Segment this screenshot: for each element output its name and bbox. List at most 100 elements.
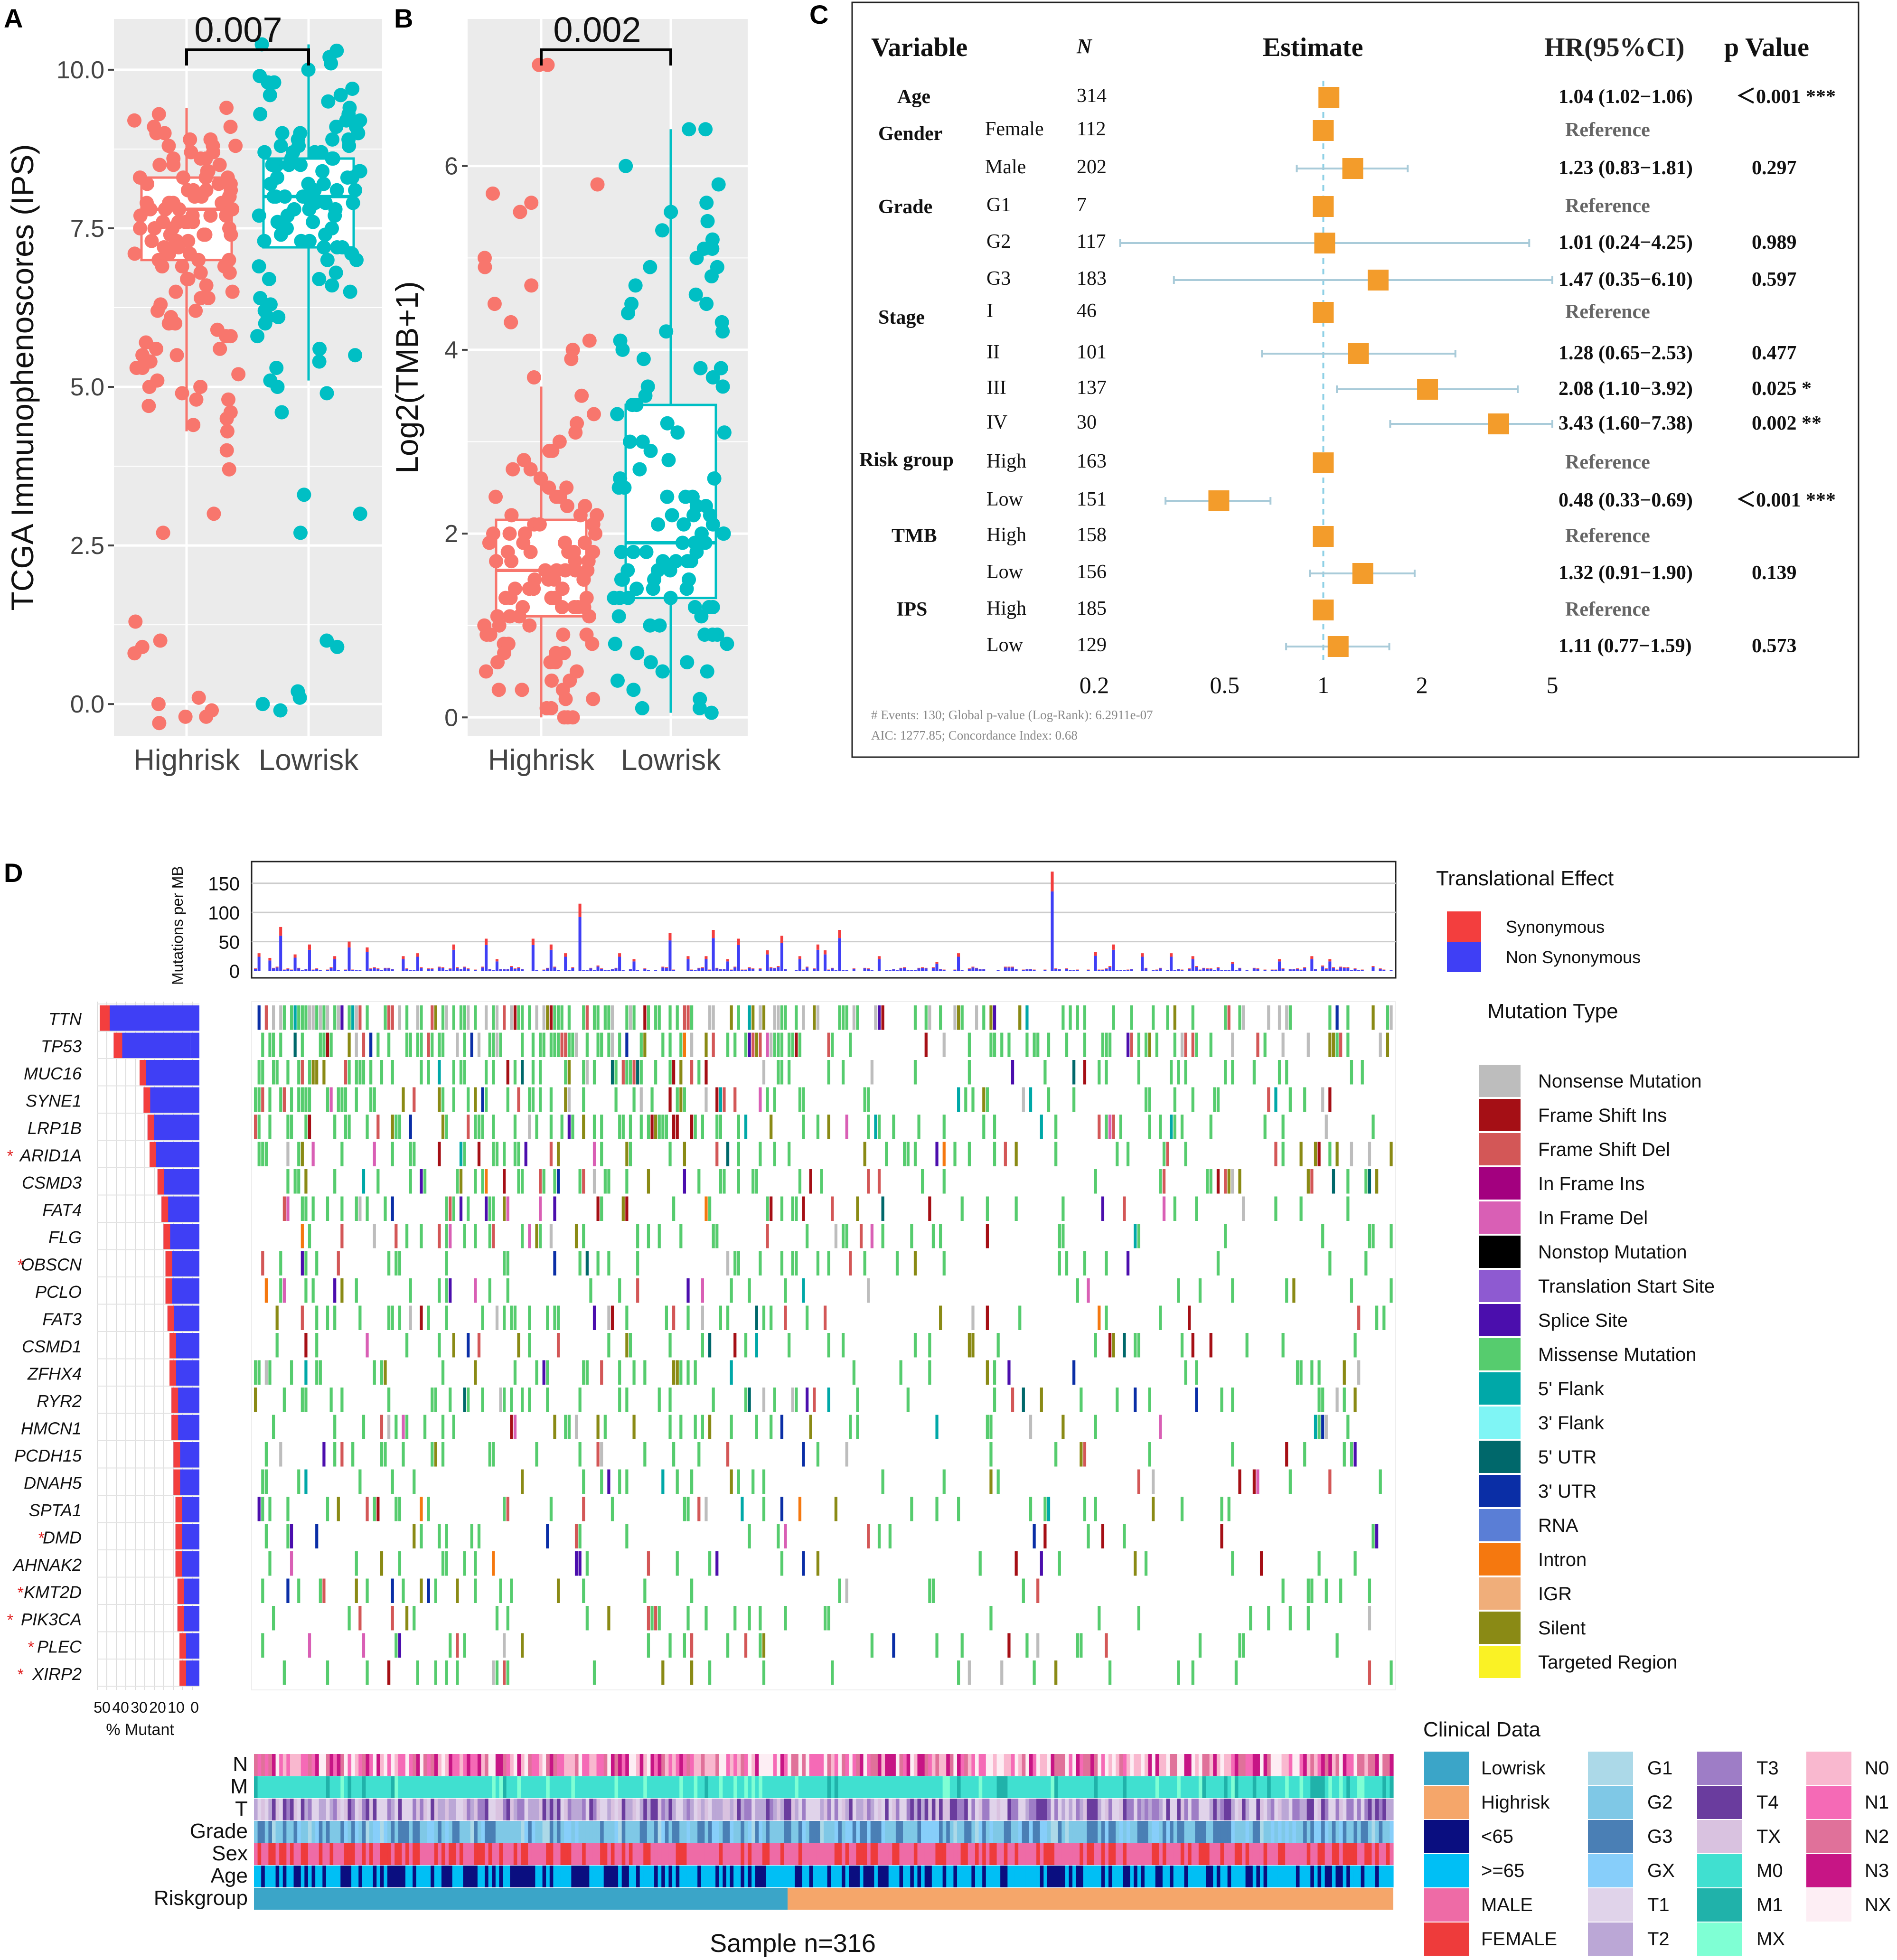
b-point (607, 591, 621, 605)
pct-bar-syn (177, 1606, 184, 1632)
oncoplot-mutation-cell (347, 1005, 351, 1030)
clinical-cell (427, 1754, 431, 1776)
oncoplot-mutation-cell (290, 1005, 293, 1030)
clinical-cell (1281, 1754, 1286, 1776)
oncoplot-mutation-cell (1324, 1415, 1328, 1439)
a-ytick-label: 5.0 (70, 374, 104, 401)
clinical-cell (1324, 1799, 1329, 1820)
panel-b-significance-bracket (540, 48, 672, 66)
clinical-cell (1094, 1821, 1098, 1843)
clinical-cell (503, 1821, 507, 1843)
tmb-bar-nonsyn (777, 967, 780, 971)
tmb-bar-syn (780, 936, 783, 943)
clinical-cell (636, 1799, 640, 1820)
oncoplot-mutation-cell (676, 1551, 679, 1576)
tmb-bar-nonsyn (798, 959, 801, 971)
oncoplot-mutation-cell (1134, 1551, 1137, 1576)
tmb-bar-nonsyn (1343, 968, 1346, 971)
clinical-cell (1130, 1821, 1134, 1843)
clinical-cell (629, 1866, 633, 1887)
clinical-cell (1332, 1776, 1336, 1798)
clinical-cell (1152, 1821, 1156, 1843)
oncoplot-mutation-cell (1177, 1278, 1180, 1303)
clinical-cell (409, 1843, 413, 1865)
oncoplot-mutation-cell (856, 1415, 859, 1439)
tmb-bar-nonsyn (384, 968, 387, 971)
clinical-cell (668, 1754, 673, 1776)
oncoplot-mutation-cell (1014, 1196, 1018, 1221)
clinical-cell (813, 1799, 817, 1820)
clinical-cell (384, 1866, 388, 1887)
oncoplot-mutation-cell (744, 1333, 748, 1358)
pct-bar-syn (177, 1578, 184, 1604)
oncoplot-mutation-cell (1126, 1251, 1130, 1275)
tmb-bar-syn (1141, 953, 1144, 957)
b-point (715, 379, 730, 394)
a-point (325, 132, 340, 147)
clinical-cell (297, 1776, 301, 1798)
pct-bar-edge (193, 1087, 199, 1113)
clinical-cell (982, 1754, 986, 1776)
clinical-cell (319, 1843, 323, 1865)
clinical-cell (275, 1843, 280, 1865)
clinical-cell (632, 1799, 637, 1820)
clinical-cell (697, 1776, 702, 1798)
clinical-cell (657, 1843, 662, 1865)
oncoplot-mutation-cell (1357, 1305, 1361, 1330)
clinical-cell (416, 1843, 420, 1865)
b-point (698, 535, 713, 550)
oncoplot-mutation-cell (434, 1388, 437, 1412)
tmb-bar-nonsyn (503, 969, 506, 971)
clinical-cell (1184, 1866, 1188, 1887)
tmb-bar-nonsyn (420, 968, 423, 971)
legend-clinical-swatch (1806, 1854, 1851, 1887)
a-point (152, 158, 167, 172)
b-point (686, 508, 701, 523)
clinical-cell (931, 1754, 936, 1776)
oncoplot-mutation-cell (928, 1360, 931, 1385)
tmb-bar-syn (1209, 968, 1212, 969)
clinical-cell (596, 1799, 601, 1820)
a-point (198, 227, 213, 242)
clinical-cell (528, 1754, 532, 1776)
clinical-cell (827, 1866, 831, 1887)
clinical-cell (975, 1843, 979, 1865)
b-point (643, 655, 658, 670)
clinical-cell (1137, 1754, 1141, 1776)
clinical-cell (697, 1754, 702, 1776)
oncoplot-mutation-cell (492, 1196, 495, 1221)
tmb-bar-syn (578, 903, 582, 917)
oncoplot-mutation-cell (326, 1087, 329, 1112)
forest-p-value: 0.002 ** (1752, 413, 1822, 434)
oncoplot-mutation-cell (340, 1442, 344, 1467)
oncoplot-mutation-cell (629, 1142, 632, 1166)
clinical-cell (488, 1843, 492, 1865)
clinical-cell (798, 1843, 803, 1865)
tmb-bar-nonsyn (1314, 969, 1317, 971)
oncoplot-mutation-cell (1368, 1578, 1371, 1603)
clinical-cell (1209, 1754, 1213, 1776)
oncoplot-mutation-cell (733, 1606, 737, 1631)
clinical-cell (301, 1866, 305, 1887)
clinical-cell (610, 1821, 615, 1843)
clinical-cell (495, 1843, 500, 1865)
a-point (312, 341, 327, 356)
gene-label: SPTA1 (29, 1500, 82, 1520)
clinical-cell (1324, 1754, 1329, 1776)
clinical-cell (748, 1821, 752, 1843)
clinical-cell (1364, 1866, 1369, 1887)
oncoplot-mutation-cell (503, 1497, 506, 1521)
oncoplot-mutation-cell (264, 1442, 268, 1467)
tmb-bar-nonsyn (1126, 970, 1130, 971)
clinical-cell (773, 1799, 777, 1820)
oncoplot-mutation-cell (867, 1115, 870, 1139)
clinical-cell (877, 1799, 882, 1820)
tmb-bar-nonsyn (549, 949, 553, 971)
clinical-cell (903, 1843, 907, 1865)
oncoplot-mutation-cell (528, 1305, 531, 1330)
clinical-cell (1112, 1754, 1116, 1776)
clinical-cell (704, 1776, 709, 1798)
clinical-cell (859, 1866, 864, 1887)
oncoplot-mutation-cell (326, 1660, 329, 1685)
clinical-cell (636, 1821, 640, 1843)
